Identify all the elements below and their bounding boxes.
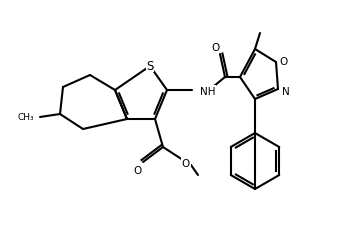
- Text: N: N: [282, 87, 290, 96]
- Text: O: O: [134, 165, 142, 175]
- Text: O: O: [182, 158, 190, 168]
- Text: O: O: [280, 57, 288, 67]
- Text: O: O: [211, 43, 219, 53]
- Text: NH: NH: [200, 87, 216, 96]
- Text: S: S: [146, 59, 154, 72]
- Text: CH₃: CH₃: [17, 113, 34, 122]
